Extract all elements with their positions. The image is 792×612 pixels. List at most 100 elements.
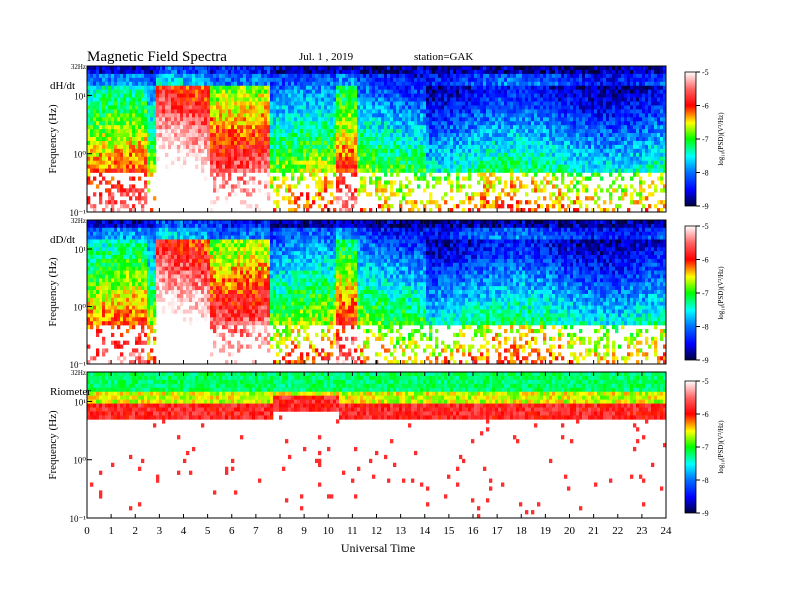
heatmap-cell bbox=[453, 148, 457, 154]
heatmap-cell bbox=[561, 97, 565, 102]
heatmap-cell bbox=[492, 168, 496, 173]
heatmap-cell bbox=[465, 73, 469, 79]
heatmap-cell bbox=[273, 125, 277, 130]
heatmap-cell bbox=[339, 172, 343, 177]
heatmap-cell bbox=[429, 152, 433, 158]
heatmap-cell bbox=[546, 180, 550, 185]
heatmap-cell bbox=[582, 101, 586, 106]
heatmap-cell bbox=[531, 152, 535, 158]
heatmap-cell bbox=[276, 125, 280, 130]
heatmap-cell bbox=[90, 101, 94, 106]
heatmap-cell bbox=[540, 81, 544, 87]
heatmap-cell bbox=[336, 184, 340, 189]
heatmap-cell bbox=[186, 109, 190, 114]
heatmap-cell bbox=[150, 144, 154, 150]
heatmap-cell bbox=[501, 105, 505, 110]
heatmap-cell bbox=[342, 73, 346, 79]
heatmap-cell bbox=[264, 160, 268, 165]
heatmap-cell bbox=[354, 129, 358, 134]
heatmap-cell bbox=[249, 148, 253, 154]
heatmap-cell bbox=[225, 125, 229, 130]
heatmap-cell bbox=[429, 89, 433, 94]
heatmap-cell bbox=[129, 156, 133, 162]
heatmap-cell bbox=[261, 81, 265, 87]
heatmap-cell bbox=[117, 156, 121, 162]
heatmap-cell bbox=[327, 105, 331, 110]
heatmap-cell bbox=[447, 160, 451, 165]
heatmap-cell bbox=[318, 121, 322, 126]
heatmap-cell bbox=[150, 152, 154, 158]
heatmap-cell bbox=[462, 85, 466, 90]
heatmap-cell bbox=[453, 109, 457, 114]
heatmap-cell bbox=[447, 148, 451, 154]
heatmap-cell bbox=[93, 93, 97, 98]
heatmap-cell bbox=[381, 204, 385, 209]
heatmap-cell bbox=[351, 156, 355, 162]
heatmap-cell bbox=[186, 93, 190, 98]
heatmap-cell bbox=[537, 196, 541, 201]
heatmap-cell bbox=[306, 137, 310, 142]
heatmap-cell bbox=[372, 85, 376, 90]
heatmap-cell bbox=[414, 164, 418, 169]
heatmap-cell bbox=[228, 125, 232, 130]
heatmap-cell bbox=[291, 184, 295, 189]
heatmap-cell bbox=[546, 97, 550, 102]
heatmap-cell bbox=[450, 77, 454, 83]
heatmap-cell bbox=[348, 129, 352, 134]
heatmap-cell bbox=[90, 121, 94, 126]
heatmap-cell bbox=[384, 188, 388, 193]
heatmap-cell bbox=[360, 208, 364, 213]
heatmap-cell bbox=[417, 101, 421, 106]
heatmap-cell bbox=[462, 133, 466, 138]
heatmap-cell bbox=[144, 109, 148, 114]
heatmap-cell bbox=[93, 152, 97, 158]
heatmap-cell bbox=[120, 77, 124, 83]
heatmap-cell bbox=[120, 93, 124, 98]
heatmap-cell bbox=[462, 69, 466, 75]
heatmap-cell bbox=[228, 69, 232, 75]
heatmap-cell bbox=[573, 176, 577, 181]
heatmap-cell bbox=[363, 168, 367, 173]
heatmap-cell bbox=[297, 152, 301, 158]
heatmap-cell bbox=[105, 129, 109, 134]
heatmap-cell bbox=[348, 81, 352, 87]
heatmap-cell bbox=[171, 160, 175, 165]
heatmap-cell bbox=[384, 196, 388, 201]
heatmap-cell bbox=[501, 97, 505, 102]
heatmap-cell bbox=[462, 81, 466, 87]
heatmap-cell bbox=[387, 137, 391, 142]
heatmap-cell bbox=[363, 125, 367, 130]
heatmap-cell bbox=[558, 156, 562, 162]
heatmap-cell bbox=[390, 81, 394, 87]
heatmap-cell bbox=[141, 105, 145, 110]
heatmap-cell bbox=[519, 81, 523, 87]
heatmap-cell bbox=[297, 164, 301, 169]
heatmap-cell bbox=[216, 105, 220, 110]
heatmap-cell bbox=[579, 148, 583, 154]
heatmap-cell bbox=[477, 66, 481, 71]
heatmap-cell bbox=[273, 133, 277, 138]
heatmap-cell bbox=[576, 129, 580, 134]
heatmap-cell bbox=[579, 66, 583, 71]
heatmap-cell bbox=[309, 113, 313, 118]
heatmap-cell bbox=[228, 172, 232, 177]
heatmap-cell bbox=[366, 156, 370, 162]
heatmap-cell bbox=[411, 97, 415, 102]
heatmap-cell bbox=[420, 77, 424, 83]
heatmap-cell bbox=[300, 137, 304, 142]
heatmap-cell bbox=[168, 69, 172, 75]
heatmap-cell bbox=[225, 164, 229, 169]
heatmap-cell bbox=[264, 140, 268, 146]
heatmap-cell bbox=[546, 93, 550, 98]
heatmap-cell bbox=[534, 129, 538, 134]
heatmap-cell bbox=[468, 200, 472, 205]
heatmap-cell bbox=[237, 69, 241, 75]
heatmap-cell bbox=[312, 200, 316, 205]
heatmap-cell bbox=[414, 144, 418, 150]
heatmap-cell bbox=[477, 180, 481, 185]
heatmap-cell bbox=[567, 184, 571, 189]
heatmap-cell bbox=[111, 184, 115, 189]
heatmap-cell bbox=[321, 140, 325, 146]
heatmap-cell bbox=[93, 204, 97, 209]
heatmap-cell bbox=[558, 188, 562, 193]
